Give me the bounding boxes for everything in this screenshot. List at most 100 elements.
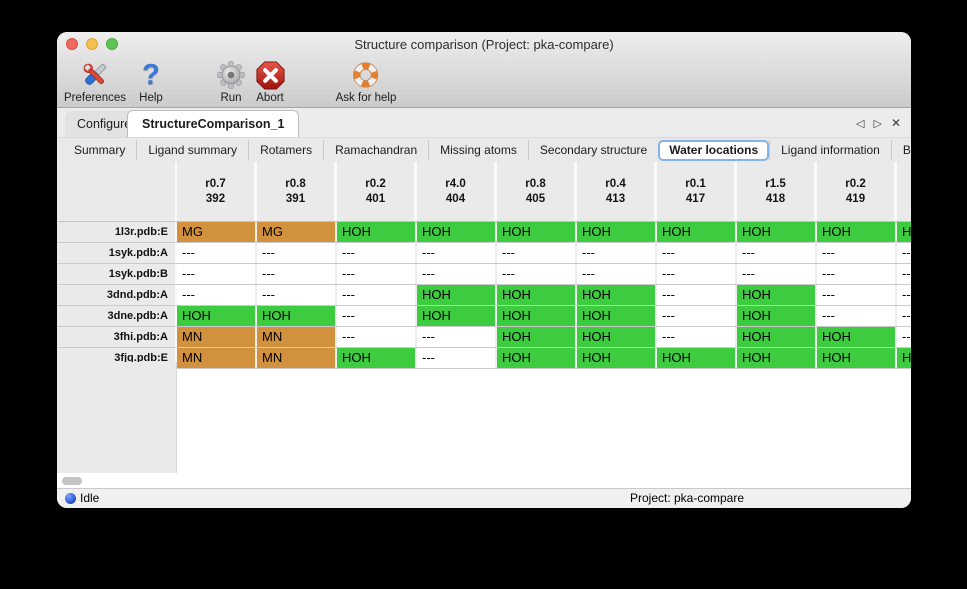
table-cell[interactable]: ---	[177, 264, 257, 284]
table-cell[interactable]: ---	[497, 264, 577, 284]
table-cell[interactable]: HOH	[897, 348, 911, 368]
close-window-button[interactable]	[66, 38, 78, 50]
table-cell[interactable]: ---	[337, 264, 417, 284]
row-label[interactable]: 1syk.pdb:B	[57, 264, 177, 284]
table-cell[interactable]: ---	[177, 243, 257, 263]
table-cell[interactable]: ---	[657, 264, 737, 284]
tab-next-icon[interactable]: ▷	[873, 117, 882, 130]
row-label[interactable]: 1l3r.pdb:E	[57, 222, 177, 242]
table-cell[interactable]: ---	[657, 285, 737, 305]
table-cell[interactable]: HOH	[337, 222, 417, 242]
table-cell[interactable]: HOH	[577, 285, 657, 305]
table-cell[interactable]: MN	[177, 348, 257, 368]
table-cell[interactable]: ---	[337, 285, 417, 305]
table-cell[interactable]: ---	[657, 243, 737, 263]
table-cell[interactable]: HOH	[897, 222, 911, 242]
table-cell[interactable]: ---	[417, 327, 497, 347]
table-cell[interactable]: ---	[417, 264, 497, 284]
column-header[interactable]: r0.7 392	[177, 162, 257, 221]
table-cell[interactable]: HOH	[737, 306, 817, 326]
table-cell[interactable]: ---	[817, 285, 897, 305]
horizontal-scrollbar-thumb[interactable]	[62, 477, 82, 485]
run-button[interactable]: Run	[215, 59, 247, 104]
table-cell[interactable]: ---	[657, 327, 737, 347]
column-header[interactable]: r0.8 391	[257, 162, 337, 221]
table-cell[interactable]: ---	[417, 348, 497, 368]
table-cell[interactable]: MN	[257, 348, 337, 368]
table-cell[interactable]: ---	[337, 243, 417, 263]
table-cell[interactable]: ---	[902, 287, 911, 302]
table-cell[interactable]: HOH	[737, 285, 817, 305]
table-cell[interactable]: ---	[902, 245, 911, 260]
table-cell[interactable]: HOH	[737, 222, 817, 242]
table-cell[interactable]: ---	[657, 306, 737, 326]
help-button[interactable]: ? Help	[135, 59, 167, 104]
tab-structurecomparison-1[interactable]: StructureComparison_1	[127, 110, 300, 137]
zoom-window-button[interactable]	[106, 38, 118, 50]
table-cell[interactable]: HOH	[497, 306, 577, 326]
row-label[interactable]: 1syk.pdb:A	[57, 243, 177, 263]
subtab-ligand-summary[interactable]: Ligand summary	[136, 140, 248, 160]
table-cell[interactable]: ---	[577, 264, 657, 284]
table-cell[interactable]: ---	[177, 285, 257, 305]
table-cell[interactable]: HOH	[497, 348, 577, 368]
table-cell[interactable]: HOH	[577, 327, 657, 347]
table-cell[interactable]: ---	[257, 243, 337, 263]
table-cell[interactable]: ---	[577, 243, 657, 263]
table-cell[interactable]: ---	[902, 266, 911, 281]
table-cell[interactable]: HOH	[497, 285, 577, 305]
table-cell[interactable]: ---	[817, 243, 897, 263]
table-cell[interactable]: ---	[817, 306, 897, 326]
ask-for-help-button[interactable]: Ask for help	[336, 59, 396, 104]
column-header-clipped[interactable]	[897, 162, 911, 221]
subtab-water-locations[interactable]: Water locations	[658, 139, 770, 161]
tab-prev-icon[interactable]: ◁	[856, 117, 865, 130]
minimize-window-button[interactable]	[86, 38, 98, 50]
subtab-summary[interactable]: Summary	[74, 143, 126, 157]
table-cell[interactable]: ---	[257, 264, 337, 284]
column-header[interactable]: r0.2 401	[337, 162, 417, 221]
table-cell[interactable]: ---	[257, 285, 337, 305]
subtab-b-factors[interactable]: B-factors	[890, 140, 911, 160]
column-header[interactable]: r0.2 419	[817, 162, 897, 221]
table-cell[interactable]: HOH	[817, 222, 897, 242]
table-cell[interactable]: MN	[177, 327, 257, 347]
table-cell[interactable]: HOH	[657, 348, 737, 368]
table-cell[interactable]: ---	[337, 327, 417, 347]
table-cell[interactable]: HOH	[257, 306, 337, 326]
table-cell[interactable]: HOH	[817, 348, 897, 368]
subtab-missing-atoms[interactable]: Missing atoms	[428, 140, 528, 160]
table-cell[interactable]: HOH	[417, 285, 497, 305]
table-cell[interactable]: MG	[177, 222, 257, 242]
row-label[interactable]: 3dne.pdb:A	[57, 306, 177, 326]
table-cell[interactable]: ---	[902, 308, 911, 323]
table-cell[interactable]: HOH	[657, 222, 737, 242]
column-header[interactable]: r0.8 405	[497, 162, 577, 221]
table-cell[interactable]: ---	[737, 243, 817, 263]
table-cell[interactable]: ---	[737, 264, 817, 284]
table-cell[interactable]: ---	[902, 329, 911, 344]
row-label[interactable]: 3dnd.pdb:A	[57, 285, 177, 305]
table-cell[interactable]: HOH	[737, 327, 817, 347]
subtab-rotamers[interactable]: Rotamers	[248, 140, 323, 160]
table-cell[interactable]: ---	[497, 243, 577, 263]
table-cell[interactable]: ---	[817, 264, 897, 284]
table-cell[interactable]: MG	[257, 222, 337, 242]
table-cell[interactable]: HOH	[817, 327, 897, 347]
subtab-ligand-information[interactable]: Ligand information	[769, 140, 891, 160]
table-cell[interactable]: HOH	[177, 306, 257, 326]
table-cell[interactable]: HOH	[577, 306, 657, 326]
subtab-ramachandran[interactable]: Ramachandran	[323, 140, 428, 160]
table-cell[interactable]: HOH	[417, 306, 497, 326]
table-cell[interactable]: HOH	[497, 327, 577, 347]
tab-close-icon[interactable]: ✕	[890, 116, 901, 130]
row-label[interactable]: 3fhi.pdb:A	[57, 327, 177, 347]
abort-button[interactable]: Abort	[254, 59, 286, 104]
column-header[interactable]: r0.4 413	[577, 162, 657, 221]
table-cell[interactable]: HOH	[337, 348, 417, 368]
table-cell[interactable]: ---	[417, 243, 497, 263]
table-cell[interactable]: HOH	[497, 222, 577, 242]
table-cell[interactable]: MN	[257, 327, 337, 347]
table-cell[interactable]: ---	[337, 306, 417, 326]
column-header[interactable]: r0.1 417	[657, 162, 737, 221]
